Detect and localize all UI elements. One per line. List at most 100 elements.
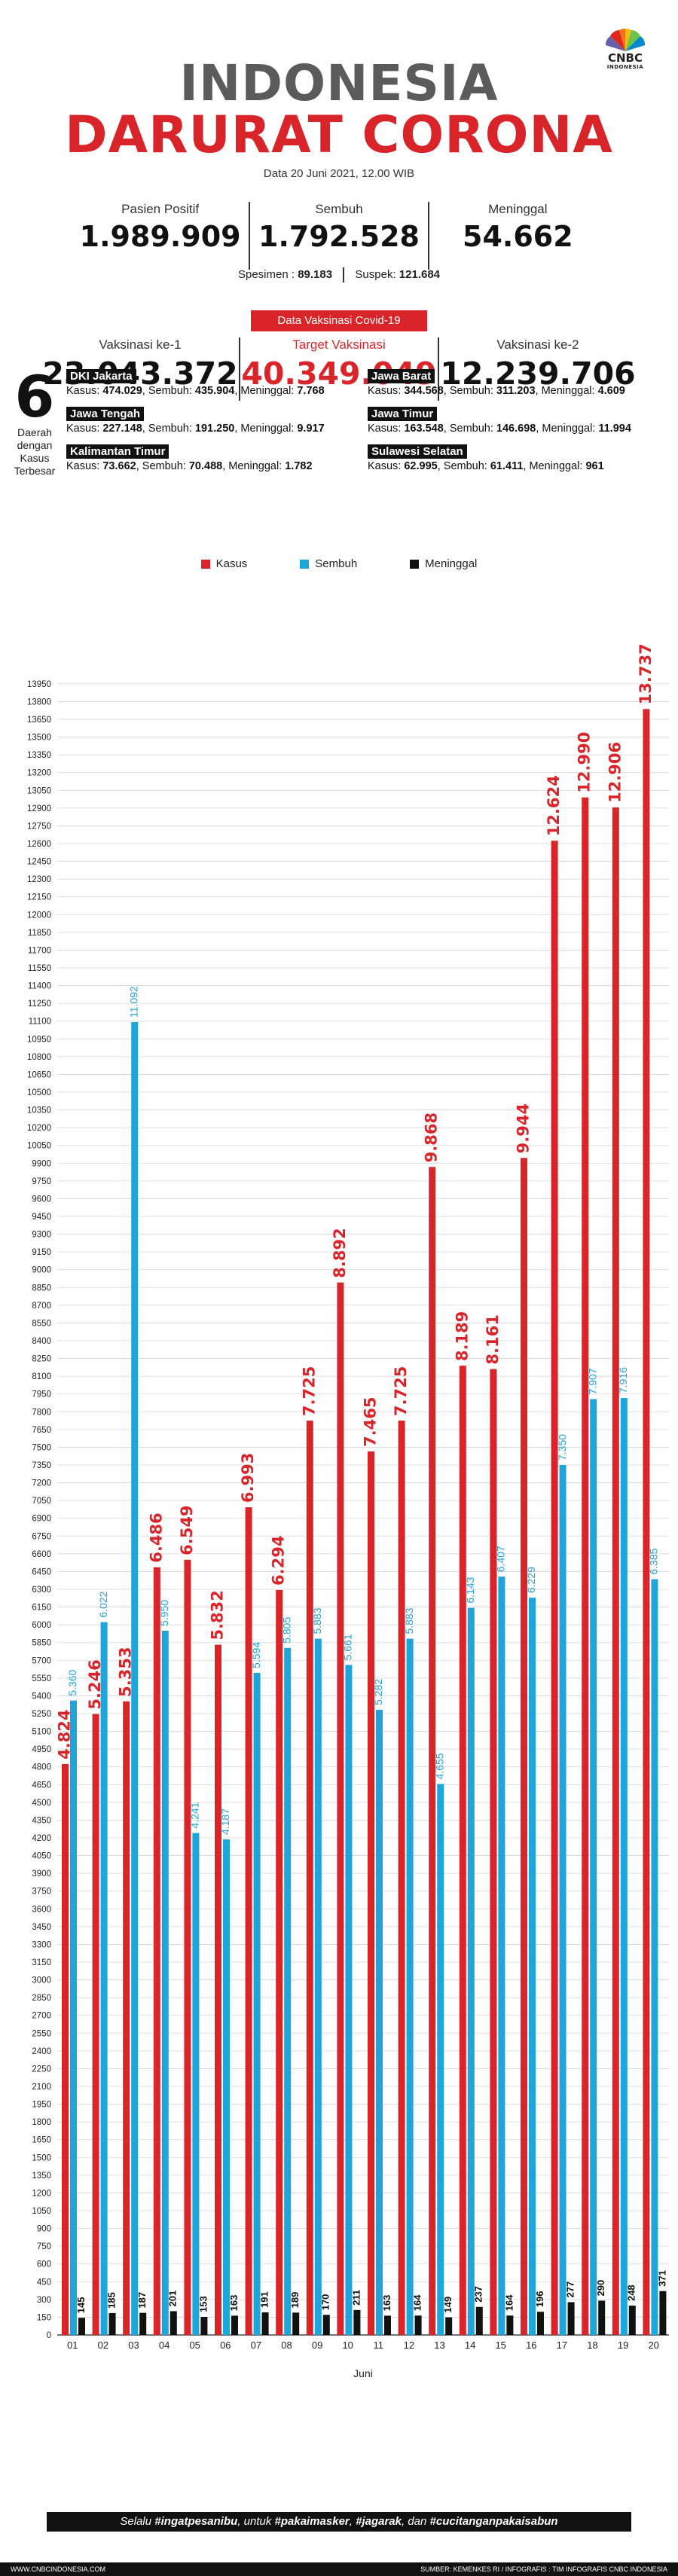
bar-kasus [245, 1507, 252, 2335]
data-label-sembuh: 5.805 [280, 1617, 292, 1644]
bar-kasus [276, 1589, 283, 2335]
y-tick-label: 5400 [32, 1692, 51, 1701]
y-tick-label: 11100 [29, 1018, 51, 1027]
region-stats: Kasus: 344.568, Sembuh: 311.203, Meningg… [368, 385, 625, 397]
data-label-sembuh: 6.407 [495, 1546, 507, 1572]
region-jawa-tengah: Jawa Tengah Kasus: 227.148, Sembuh: 191.2… [66, 407, 368, 435]
y-tick-label: 6150 [32, 1604, 51, 1613]
y-tick-label: 8100 [32, 1372, 51, 1381]
x-tick-label: 14 [465, 2339, 475, 2351]
y-tick-label: 5100 [32, 1728, 51, 1737]
y-tick-label: 6600 [32, 1550, 51, 1559]
y-tick-label: 3750 [32, 1888, 51, 1897]
data-label-sembuh: 6.022 [97, 1591, 109, 1617]
y-tick-label: 10800 [27, 1053, 51, 1062]
data-label-kasus: 6.993 [239, 1453, 257, 1503]
data-label-meninggal: 187 [136, 2292, 148, 2309]
bar-sembuh [223, 1839, 230, 2335]
region-jawa-barat: Jawa Barat Kasus: 344.568, Sembuh: 311.20… [368, 369, 669, 397]
y-tick-label: 12750 [27, 822, 51, 831]
y-tick-label: 5550 [32, 1674, 51, 1683]
stat-value: 54.662 [463, 220, 573, 253]
x-tick-label: 04 [159, 2339, 170, 2351]
y-tick-label: 13350 [27, 751, 51, 760]
logo-subtext: INDONESIA [606, 64, 644, 70]
y-tick-label: 2550 [32, 2029, 51, 2038]
bar-sembuh [529, 1598, 536, 2335]
daily-cases-chart: 0 150 300 450 600 750 900 1050 1200 1350 1500 1650 1… [27, 643, 669, 2379]
x-tick-label: 20 [648, 2339, 658, 2351]
bar-kasus [306, 1421, 313, 2335]
data-label-sembuh: 5.360 [66, 1669, 78, 1695]
bar-sembuh [314, 1638, 322, 2335]
bar-meninggal [353, 2309, 361, 2335]
stat-meninggal: Meninggal 54.662 [429, 202, 606, 270]
bar-kasus [368, 1451, 374, 2335]
y-tick-label: 6450 [32, 1567, 51, 1576]
data-label-kasus: 12.990 [576, 732, 594, 793]
x-tick-label: 09 [312, 2339, 322, 2351]
data-label-meninggal: 371 [656, 2270, 667, 2287]
bar-meninggal [537, 2312, 544, 2335]
data-label-kasus: 8.189 [453, 1311, 471, 1361]
data-label-meninggal: 163 [381, 2295, 392, 2312]
bar-sembuh [437, 1784, 444, 2335]
bar-meninggal [139, 2312, 147, 2335]
x-tick-label: 05 [189, 2339, 200, 2351]
y-tick-label: 13500 [27, 734, 51, 743]
regions-number: 6 [14, 363, 55, 430]
y-tick-label: 12450 [27, 858, 51, 867]
y-tick-label: 10650 [27, 1070, 51, 1079]
data-label-meninggal: 191 [259, 2291, 270, 2308]
suspek-value: 121.684 [399, 267, 441, 281]
bar-sembuh [467, 1607, 475, 2335]
x-tick-label: 08 [281, 2339, 292, 2351]
region-name: Sulawesi Selatan [368, 444, 467, 459]
data-label-sembuh: 4.241 [189, 1802, 201, 1828]
data-label-sembuh: 5.282 [372, 1679, 384, 1705]
x-axis-label: Juni [353, 2367, 373, 2379]
x-tick-label: 07 [251, 2339, 261, 2351]
y-tick-label: 9450 [32, 1213, 51, 1222]
data-label-sembuh: 5.883 [403, 1607, 415, 1634]
y-tick-label: 7500 [32, 1443, 51, 1452]
x-tick-label: 01 [67, 2339, 78, 2351]
legend-label: Sembuh [315, 557, 358, 570]
region-dki-jakarta: DKI Jakarta Kasus: 474.029, Sembuh: 435.9… [66, 369, 368, 397]
y-tick-label: 300 [37, 2296, 51, 2305]
y-tick-label: 10950 [27, 1035, 51, 1044]
data-label-meninggal: 164 [412, 2294, 423, 2311]
data-label-kasus: 6.549 [178, 1505, 196, 1555]
region-name: Kalimantan Timur [66, 444, 170, 459]
bar-kasus [184, 1559, 191, 2335]
data-label-sembuh: 5.594 [250, 1642, 262, 1668]
region-name: Jawa Tengah [66, 407, 145, 421]
y-tick-label: 4500 [32, 1799, 51, 1808]
y-tick-label: 6900 [32, 1515, 51, 1524]
stat-sembuh: Sembuh 1.792.528 [250, 202, 429, 270]
footer-text: Selalu [120, 2515, 155, 2528]
bar-kasus [123, 1701, 130, 2335]
chart-legend: Kasus Sembuh Meninggal [0, 557, 678, 570]
data-label-kasus: 7.465 [362, 1396, 380, 1446]
bar-meninggal [414, 2315, 422, 2335]
y-tick-label: 900 [37, 2225, 51, 2234]
y-tick-label: 2400 [32, 2047, 51, 2056]
hashtag: #cucitanganpakaisabun [429, 2515, 558, 2528]
y-tick-label: 11550 [28, 964, 51, 973]
y-tick-label: 2850 [32, 1994, 51, 2003]
data-label-meninggal: 290 [595, 2280, 606, 2297]
data-label-kasus: 12.906 [606, 742, 624, 803]
data-label-meninggal: 163 [228, 2295, 240, 2312]
vacc-value: 12.239.706 [440, 356, 636, 392]
y-tick-label: 9300 [32, 1231, 51, 1240]
data-label-kasus: 9.944 [515, 1103, 533, 1153]
y-tick-label: 1500 [32, 2153, 51, 2162]
bar-sembuh [161, 1631, 169, 2335]
bar-kasus [62, 1763, 69, 2335]
bar-meninggal [598, 2300, 606, 2335]
region-kalimantan-timur: Kalimantan Timur Kasus: 73.662, Sembuh: 7… [66, 444, 368, 472]
spesimen-line: Spesimen : 89.183 Suspek: 121.684 [0, 267, 678, 282]
data-label-kasus: 13.737 [637, 643, 655, 704]
x-tick-label: 15 [495, 2339, 505, 2351]
